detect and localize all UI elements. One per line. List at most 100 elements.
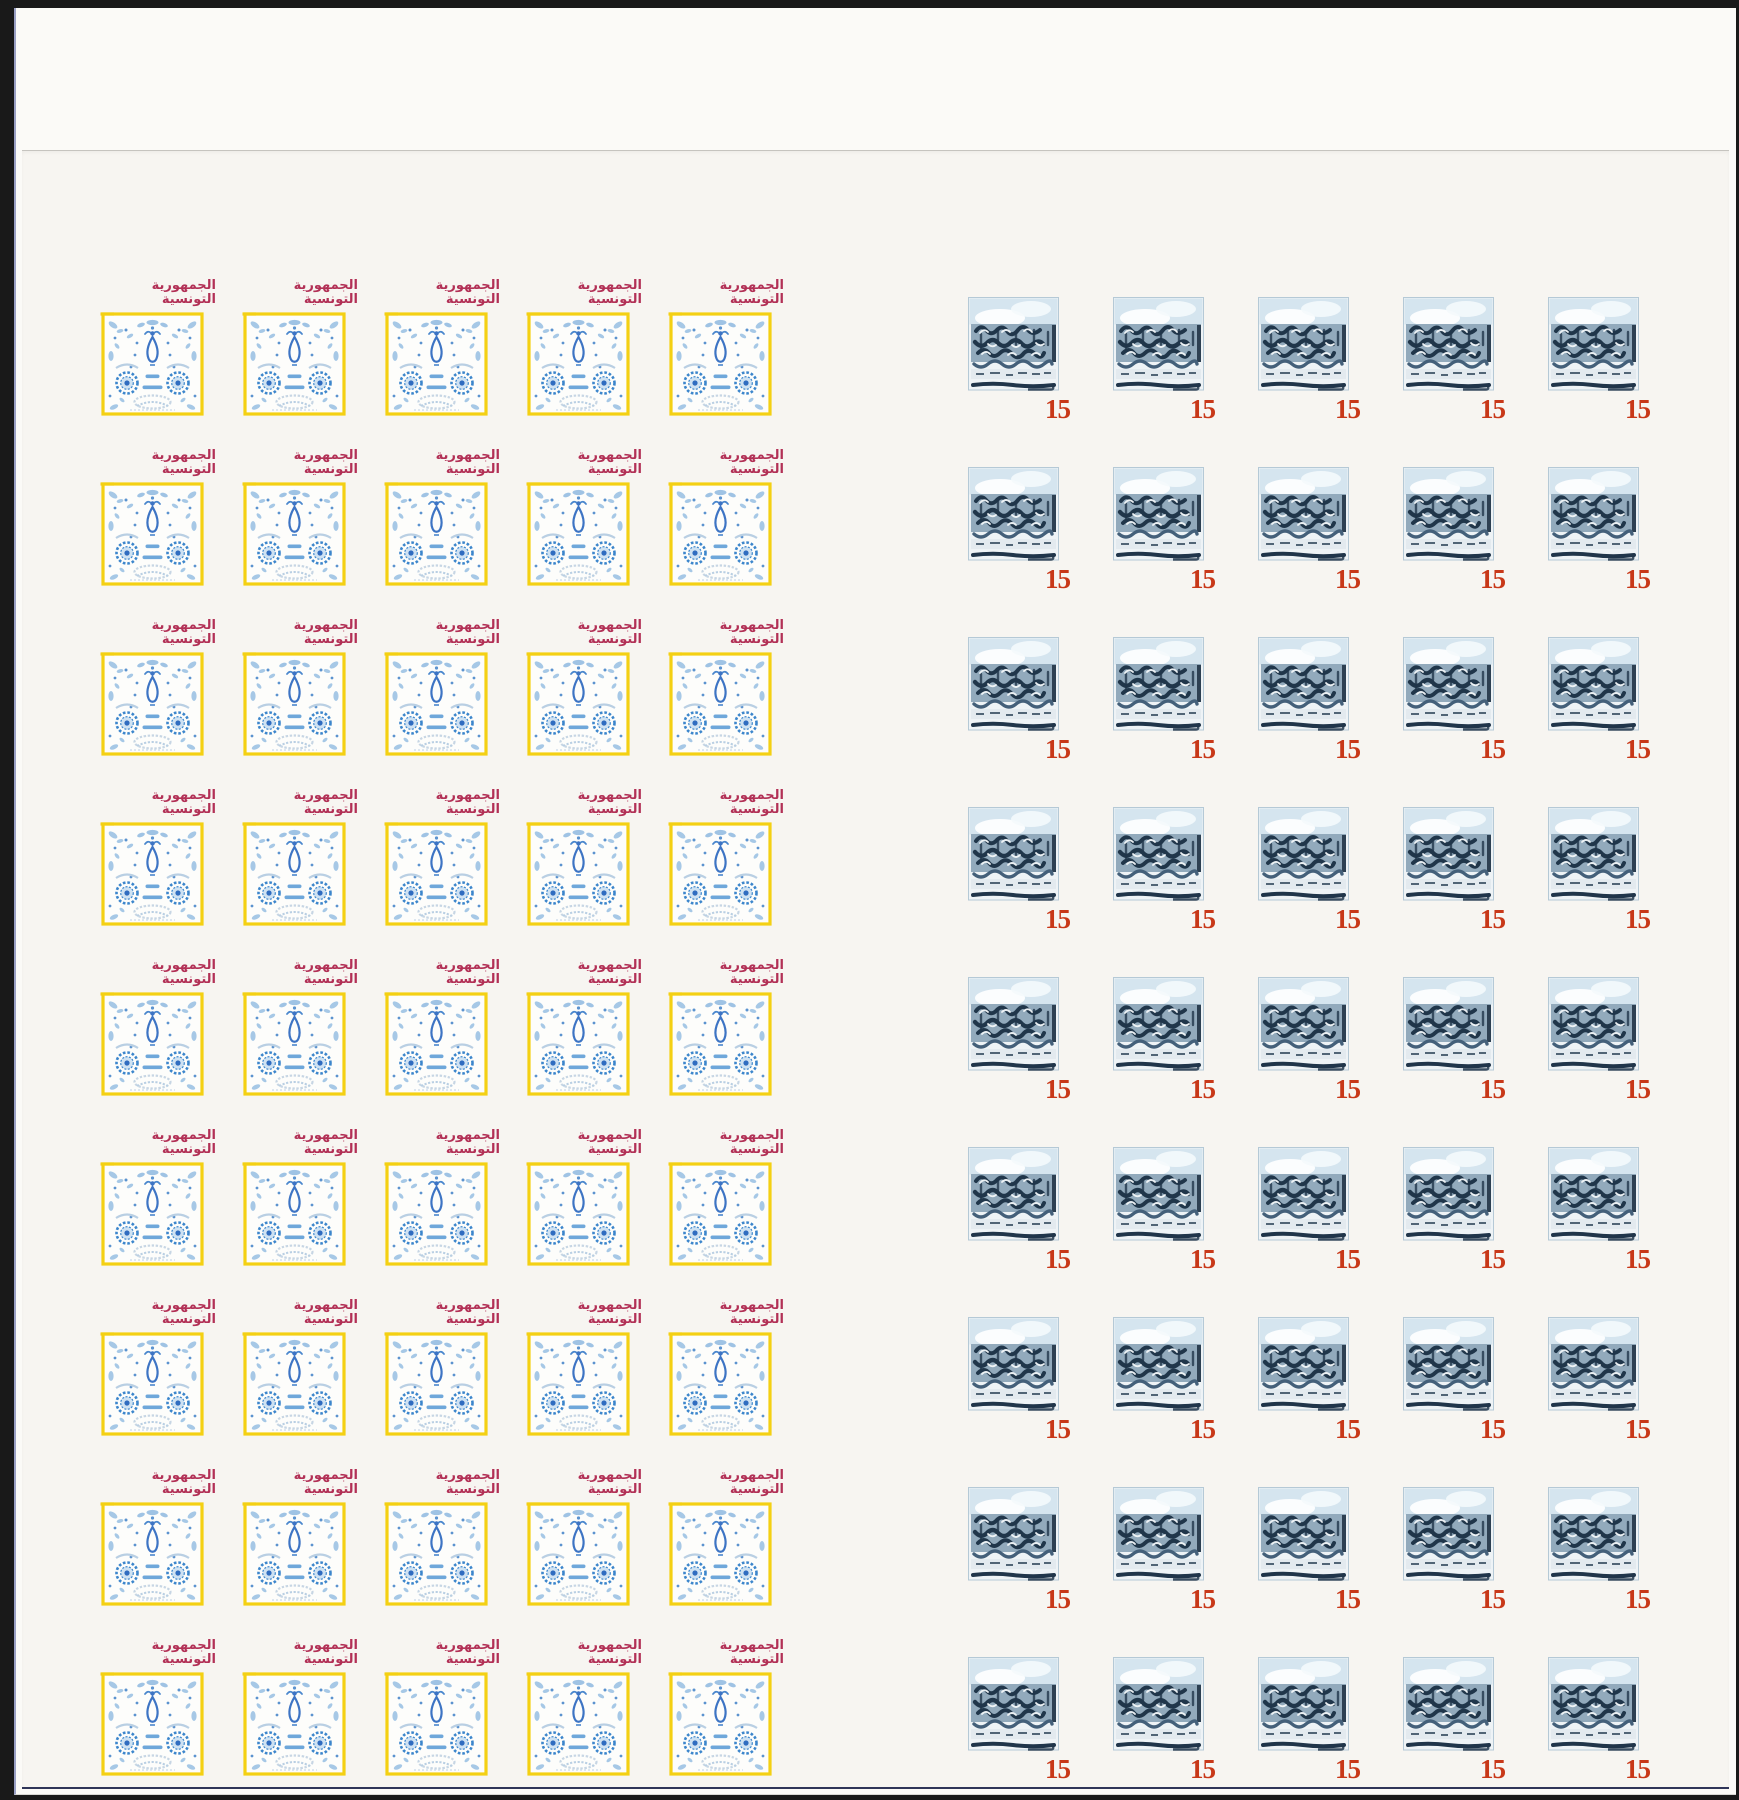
country-line-1: الجمهورية (293, 448, 358, 463)
calligraphy-relief-graphic (1258, 467, 1350, 561)
country-name-text: الجمهورية التونسية (294, 449, 358, 476)
calligraphy-relief-graphic (1548, 807, 1640, 901)
proof-stamp-arabesque: الجمهورية التونسية (100, 1469, 215, 1607)
proof-stamp-arabesque: الجمهورية التونسية (384, 619, 499, 757)
calligraphy-relief-graphic (1113, 807, 1205, 901)
calligraphy-relief-graphic (1258, 1317, 1350, 1411)
country-name-text: الجمهورية التونسية (578, 1129, 642, 1156)
country-line-1: الجمهورية (719, 788, 784, 803)
calligraphy-relief-graphic (1403, 297, 1495, 391)
country-name-text: الجمهورية التونسية (578, 279, 642, 306)
country-name-text: الجمهورية التونسية (436, 1129, 500, 1156)
proof-stamp-arabesque: الجمهورية التونسية (526, 959, 641, 1097)
country-name-text: الجمهورية التونسية (578, 449, 642, 476)
country-line-2: التونسية (587, 461, 642, 477)
country-line-2: التونسية (161, 1481, 216, 1497)
calligraphy-relief-graphic (1258, 297, 1350, 391)
country-line-2: التونسية (161, 631, 216, 647)
proof-stamp-calligraphy: 15 (1403, 1657, 1506, 1787)
denomination-label: 15 (1625, 1584, 1651, 1614)
country-name-text: الجمهورية التونسية (436, 1469, 500, 1496)
proof-stamp-arabesque: الجمهورية التونسية (668, 1639, 783, 1777)
proof-stamp-calligraphy: 15 (1403, 977, 1506, 1107)
country-line-1: الجمهورية (577, 1468, 642, 1483)
proof-stamp-calligraphy: 15 (968, 297, 1071, 427)
proof-stamp-calligraphy: 15 (1403, 1487, 1506, 1617)
proof-stamp-calligraphy: 15 (1403, 1317, 1506, 1447)
country-line-2: التونسية (729, 1141, 784, 1157)
country-line-1: الجمهورية (577, 278, 642, 293)
country-line-1: الجمهورية (293, 788, 358, 803)
proof-stamp-calligraphy: 15 (1258, 467, 1361, 597)
denomination-label: 15 (1625, 904, 1651, 934)
country-line-1: الجمهورية (577, 448, 642, 463)
calligraphy-relief-graphic (1258, 637, 1350, 731)
country-line-1: الجمهورية (577, 1128, 642, 1143)
denomination-label: 15 (1045, 734, 1071, 764)
denomination-label: 15 (1335, 564, 1361, 594)
proof-stamp-calligraphy: 15 (1548, 1657, 1651, 1787)
proof-stamp-arabesque: الجمهورية التونسية (668, 619, 783, 757)
country-line-2: التونسية (729, 1651, 784, 1667)
proof-stamp-arabesque: الجمهورية التونسية (100, 279, 215, 417)
proof-stamp-arabesque: الجمهورية التونسية (100, 789, 215, 927)
denomination-label: 15 (1480, 904, 1506, 934)
calligraphy-relief-graphic (1113, 977, 1205, 1071)
country-name-text: الجمهورية التونسية (436, 959, 500, 986)
proof-stamp-calligraphy: 15 (1258, 1487, 1361, 1617)
proof-stamp-calligraphy: 15 (1113, 1147, 1216, 1277)
proof-stamp-calligraphy: 15 (1548, 1317, 1651, 1447)
calligraphy-relief-graphic (1113, 637, 1205, 731)
country-line-1: الجمهورية (719, 1128, 784, 1143)
denomination-label: 15 (1335, 1244, 1361, 1274)
denomination-label: 15 (1335, 1584, 1361, 1614)
proof-stamp-calligraphy: 15 (968, 807, 1071, 937)
denomination-label: 15 (1045, 1414, 1071, 1444)
country-line-1: الجمهورية (293, 1298, 358, 1313)
denomination-label: 15 (1480, 1414, 1506, 1444)
country-line-2: التونسية (587, 631, 642, 647)
proof-stamp-arabesque: الجمهورية التونسية (526, 279, 641, 417)
denomination-label: 15 (1335, 904, 1361, 934)
country-line-2: التونسية (729, 1311, 784, 1327)
proof-stamp-calligraphy: 15 (968, 1657, 1071, 1787)
proof-stamp-arabesque: الجمهورية التونسية (526, 1469, 641, 1607)
denomination-label: 15 (1335, 734, 1361, 764)
denomination-label: 15 (1190, 394, 1216, 424)
denomination-label: 15 (1335, 394, 1361, 424)
country-line-2: التونسية (303, 801, 358, 817)
proof-stamp-arabesque: الجمهورية التونسية (242, 959, 357, 1097)
country-line-1: الجمهورية (151, 1298, 216, 1313)
country-line-2: التونسية (729, 461, 784, 477)
country-line-2: التونسية (729, 291, 784, 307)
country-line-2: التونسية (445, 1651, 500, 1667)
calligraphy-relief-graphic (1258, 977, 1350, 1071)
proof-stamp-calligraphy: 15 (1403, 1147, 1506, 1277)
proof-stamp-arabesque: الجمهورية التونسية (100, 449, 215, 587)
calligraphy-relief-graphic (968, 467, 1060, 561)
country-line-2: التونسية (303, 1141, 358, 1157)
country-name-text: الجمهورية التونسية (152, 449, 216, 476)
country-line-2: التونسية (161, 461, 216, 477)
country-line-2: التونسية (587, 1311, 642, 1327)
proof-stamp-calligraphy: 15 (1113, 637, 1216, 767)
country-name-text: الجمهورية التونسية (578, 1639, 642, 1666)
country-line-2: التونسية (303, 971, 358, 987)
calligraphy-relief-graphic (1403, 807, 1495, 901)
denomination-label: 15 (1480, 1584, 1506, 1614)
proof-stamp-arabesque: الجمهورية التونسية (242, 1299, 357, 1437)
proof-stamp-calligraphy: 15 (1403, 467, 1506, 597)
country-name-text: الجمهورية التونسية (294, 1469, 358, 1496)
country-line-2: التونسية (587, 801, 642, 817)
calligraphy-relief-graphic (968, 637, 1060, 731)
proof-stamp-arabesque: الجمهورية التونسية (100, 1299, 215, 1437)
country-name-text: الجمهورية التونسية (578, 1299, 642, 1326)
calligraphy-relief-graphic (1258, 1657, 1350, 1751)
country-line-2: التونسية (587, 1481, 642, 1497)
country-line-2: التونسية (445, 1141, 500, 1157)
country-line-2: التونسية (729, 1481, 784, 1497)
country-line-1: الجمهورية (435, 278, 500, 293)
country-name-text: الجمهورية التونسية (294, 1129, 358, 1156)
denomination-label: 15 (1335, 1074, 1361, 1104)
